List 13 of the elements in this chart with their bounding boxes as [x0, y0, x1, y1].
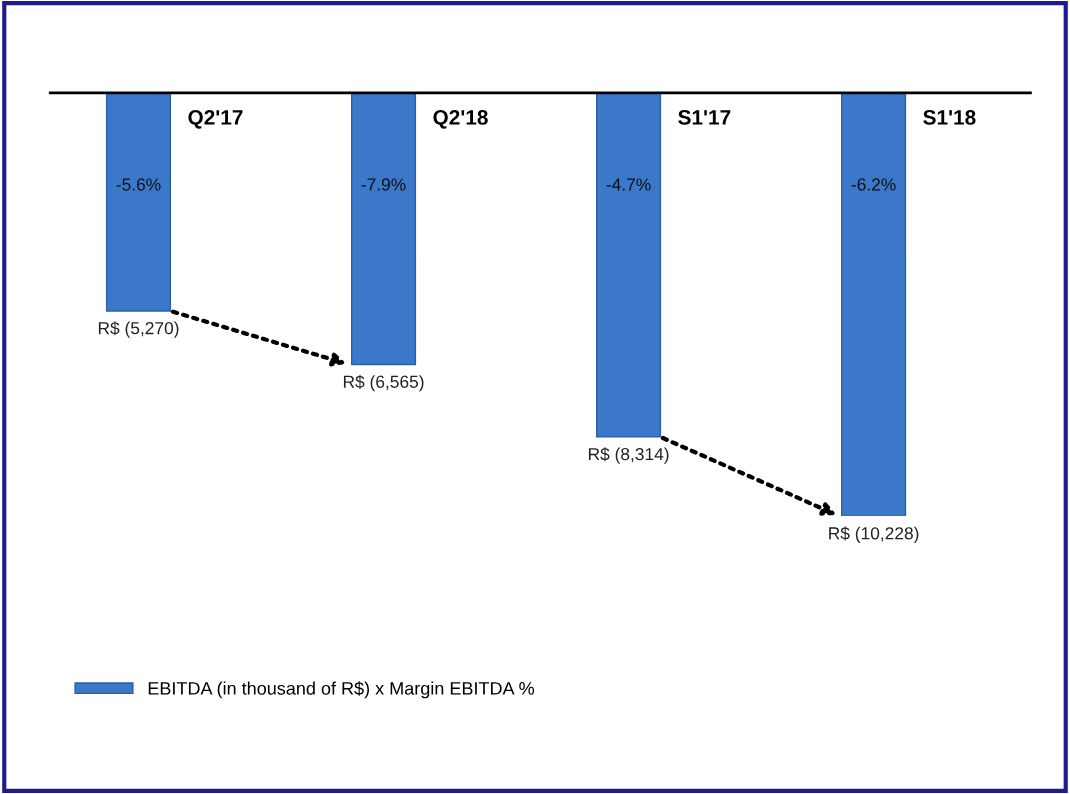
data-label: R$ (8,314) [588, 447, 669, 464]
x-tick-label: Q2'18 [433, 110, 488, 129]
annotation: -7.9% [361, 178, 406, 191]
x-tick-label: Q2'17 [188, 110, 243, 129]
annotation: -6.2% [851, 178, 896, 191]
annotation: -5.6% [116, 178, 161, 191]
data-label: R$ (6,565) [343, 374, 424, 392]
legend-label: EBITDA (in thousand of R$) x Margin EBITDA % [148, 681, 535, 699]
x-tick-label: S1'18 [923, 110, 976, 125]
data-label: R$ (10,228) [829, 526, 919, 543]
data-label: R$ (5,270) [98, 321, 179, 338]
annotation: -4.7% [606, 178, 651, 191]
x-tick-label: S1'17 [678, 110, 731, 125]
